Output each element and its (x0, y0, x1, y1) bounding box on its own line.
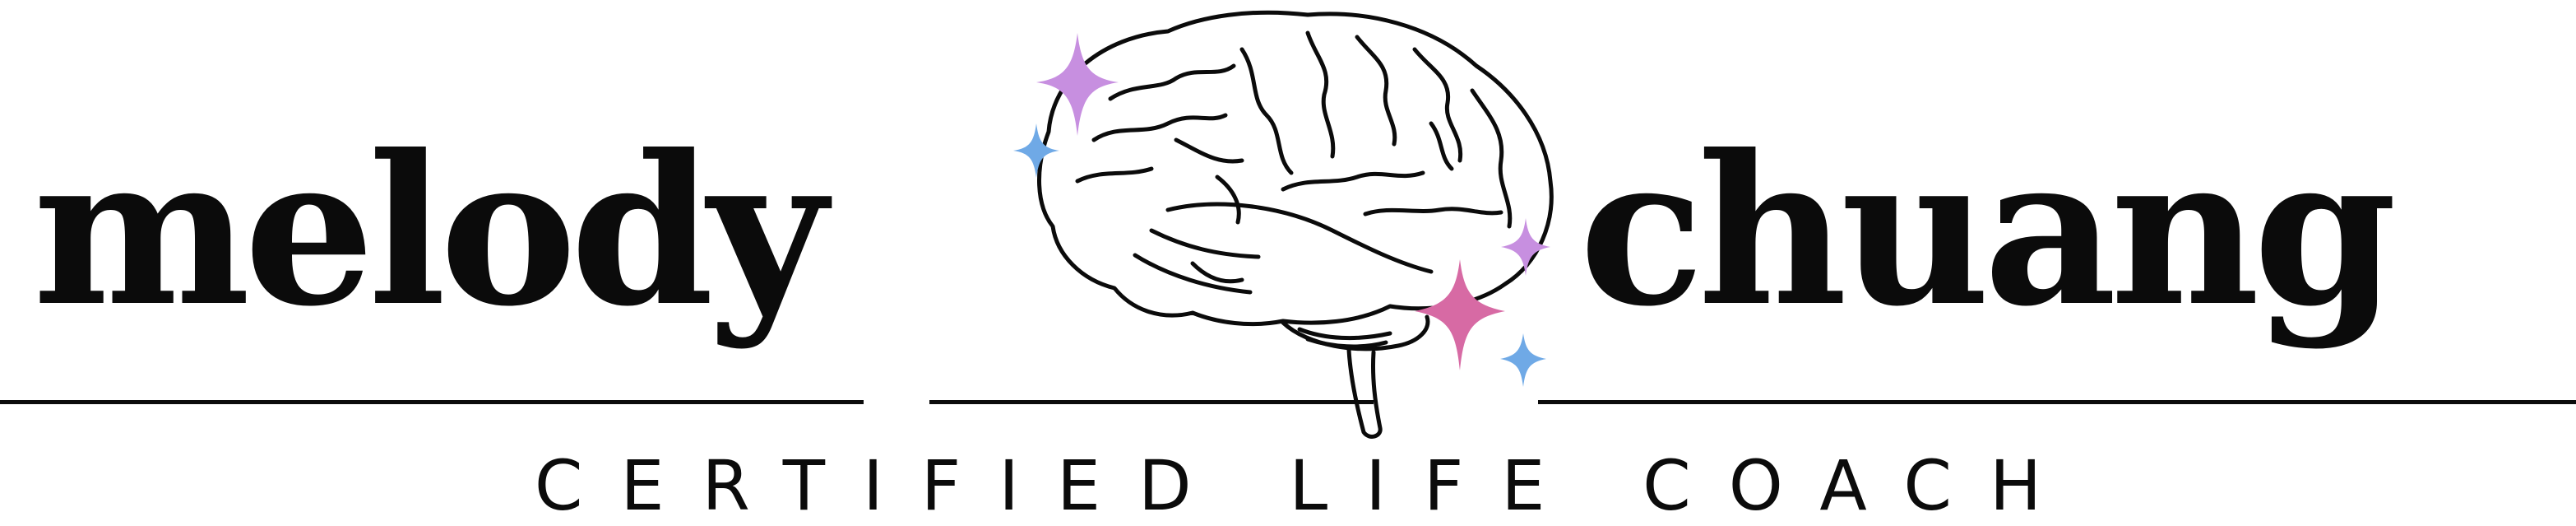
first-name: melody (33, 109, 827, 351)
sparkle-icon-lavender-right (1501, 218, 1550, 276)
divider-middle (929, 400, 1374, 404)
brain-illustration (1013, 10, 1554, 439)
divider-right (1538, 400, 2576, 404)
sparkle-icon-blue-left (1013, 123, 1059, 178)
sparkle-icon-pink-large (1415, 259, 1505, 370)
last-name: chuang (1579, 109, 2397, 351)
sparkle-icon-blue-right (1500, 333, 1546, 387)
sparkle-icon-lavender-top (1036, 33, 1119, 136)
tagline: CERTIFIED LIFE COACH (534, 445, 2080, 526)
divider-left (0, 400, 864, 404)
brain-icon (1037, 10, 1554, 439)
